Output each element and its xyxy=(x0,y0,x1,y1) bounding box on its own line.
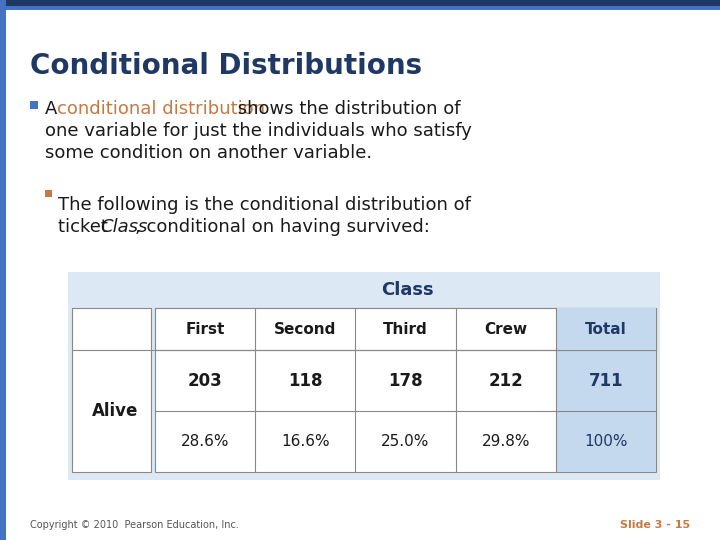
Text: 203: 203 xyxy=(188,372,222,389)
Text: one variable for just the individuals who satisfy: one variable for just the individuals wh… xyxy=(45,122,472,140)
Text: 212: 212 xyxy=(488,372,523,389)
Bar xyxy=(0,6,720,10)
Bar xyxy=(68,272,660,480)
Text: Crew: Crew xyxy=(484,321,527,336)
Text: some condition on another variable.: some condition on another variable. xyxy=(45,144,372,162)
Bar xyxy=(0,0,720,6)
Bar xyxy=(30,101,38,109)
Text: Conditional Distributions: Conditional Distributions xyxy=(30,52,422,80)
Text: 100%: 100% xyxy=(584,434,628,449)
Text: Alive: Alive xyxy=(92,402,139,420)
Text: 25.0%: 25.0% xyxy=(382,434,430,449)
Text: The following is the conditional distribution of: The following is the conditional distrib… xyxy=(58,196,471,214)
Text: 28.6%: 28.6% xyxy=(181,434,230,449)
Text: 29.8%: 29.8% xyxy=(482,434,530,449)
Bar xyxy=(72,308,151,472)
Bar xyxy=(45,190,52,197)
Bar xyxy=(556,308,656,350)
Text: Copyright © 2010  Pearson Education, Inc.: Copyright © 2010 Pearson Education, Inc. xyxy=(30,520,239,530)
Text: A: A xyxy=(45,100,63,118)
Text: Class: Class xyxy=(100,218,148,236)
Text: 178: 178 xyxy=(388,372,423,389)
Text: Class: Class xyxy=(381,281,434,299)
Text: conditional distribution: conditional distribution xyxy=(57,100,265,118)
Bar xyxy=(155,308,656,472)
Text: , conditional on having survived:: , conditional on having survived: xyxy=(135,218,430,236)
Text: Second: Second xyxy=(274,321,336,336)
Text: 711: 711 xyxy=(588,372,624,389)
Bar xyxy=(0,0,6,540)
Text: 118: 118 xyxy=(288,372,323,389)
Text: Total: Total xyxy=(585,321,627,336)
Text: shows the distribution of: shows the distribution of xyxy=(232,100,461,118)
Text: Third: Third xyxy=(383,321,428,336)
Bar xyxy=(155,308,656,350)
Bar xyxy=(556,308,656,472)
Text: ticket: ticket xyxy=(58,218,114,236)
Text: Slide 3 - 15: Slide 3 - 15 xyxy=(620,520,690,530)
Text: 16.6%: 16.6% xyxy=(281,434,330,449)
Text: First: First xyxy=(186,321,225,336)
